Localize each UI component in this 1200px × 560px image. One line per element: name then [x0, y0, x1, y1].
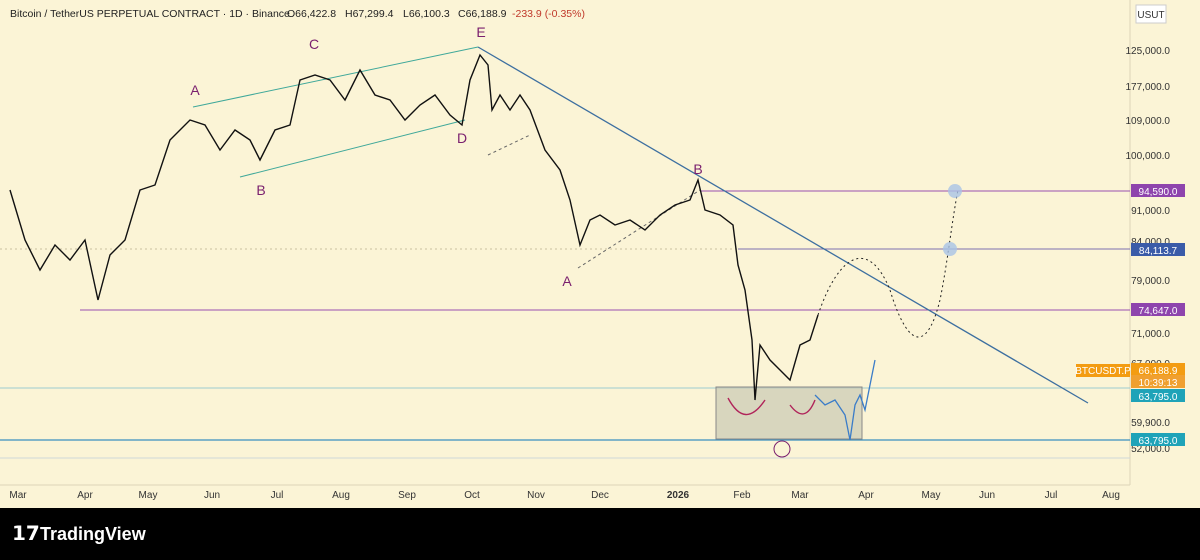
time-label: Jun: [979, 490, 995, 501]
price-tag: [1131, 363, 1185, 376]
time-label: Dec: [591, 490, 609, 501]
time-label: Jun: [204, 490, 220, 501]
price-label: 71,000.0: [1131, 329, 1170, 340]
symbol-tag: [1076, 364, 1130, 377]
time-label: 2026: [667, 490, 690, 501]
time-label: Nov: [527, 490, 545, 501]
time-label: Jul: [271, 490, 284, 501]
time-label: Mar: [9, 490, 27, 501]
time-label: Apr: [858, 490, 874, 501]
wave-label: A: [562, 273, 572, 289]
footer-bar: [0, 508, 1200, 555]
symbol-title: Bitcoin / TetherUS PERPETUAL CONTRACT · …: [10, 8, 290, 20]
price-tag: [1131, 433, 1185, 446]
time-label: Feb: [733, 490, 751, 501]
price-label: 79,000.0: [1131, 276, 1170, 287]
price-label: 109,000.0: [1126, 116, 1171, 127]
time-label: Apr: [77, 490, 93, 501]
price-label: 100,000.0: [1126, 151, 1171, 162]
zone-box: [715, 386, 863, 440]
wave-label: E: [476, 24, 485, 40]
channel-line: [192, 46, 479, 108]
price-label: 52,000.0: [1131, 444, 1170, 455]
ohlc-close: C66,188.9: [458, 8, 507, 20]
time-label: May: [922, 490, 941, 501]
price-label: 177,000.0: [1126, 82, 1171, 93]
price-tag-text: 74,647.0: [1139, 306, 1178, 317]
time-label: Aug: [332, 490, 350, 501]
wave-label: C: [309, 36, 319, 52]
pattern-curve: [727, 397, 766, 416]
price-tag: [1131, 184, 1185, 197]
ohlc-change: -233.9 (-0.35%): [512, 8, 585, 20]
anchor-dot: [943, 242, 957, 256]
price-tag-text: 66,188.9: [1139, 366, 1178, 377]
wave-label: A: [190, 82, 200, 98]
price-tag-text: 63,795.0: [1139, 392, 1178, 403]
price-tag-text: 94,590.0: [1139, 187, 1178, 198]
price-label: 125,000.0: [1126, 46, 1171, 57]
channel-line: [239, 119, 466, 178]
trendline: [477, 46, 1089, 404]
price-tag-text: 10:39:13: [1139, 378, 1178, 389]
time-label: Sep: [398, 490, 416, 501]
ohlc-open: O66,422.8: [287, 8, 336, 20]
ohlc-low: L66,100.3: [403, 8, 450, 20]
price-path: [9, 53, 819, 401]
price-label: 84,000.0: [1131, 237, 1170, 248]
price-tag-text: 63,795.0: [1139, 436, 1178, 447]
wave-label: B: [693, 161, 702, 177]
time-label: Mar: [791, 490, 809, 501]
projection-path: [814, 359, 876, 441]
brand-logo: 𝟭𝟳: [12, 523, 40, 545]
price-label: 91,000.0: [1131, 206, 1170, 217]
price-tag: [1131, 243, 1185, 256]
price-tag: [1131, 303, 1185, 316]
time-label: Aug: [1102, 490, 1120, 501]
currency[interactable]: USUT: [1137, 10, 1164, 21]
wave-label: B: [256, 182, 265, 198]
time-label: Jul: [1045, 490, 1058, 501]
price-tag: [1131, 375, 1185, 388]
brand: TradingView: [40, 524, 147, 544]
symbol-tag-text: BTCUSDT.P: [1075, 366, 1131, 377]
ohlc-high: H67,299.4: [345, 8, 394, 20]
time-label: May: [139, 490, 158, 501]
pattern-curve: [789, 399, 816, 415]
event-icon: [773, 440, 791, 458]
channel-line: [487, 134, 531, 156]
currency-box[interactable]: [1135, 4, 1167, 24]
price-tag-text: 84,113.7: [1139, 246, 1178, 257]
time-label: Oct: [464, 490, 480, 501]
anchor-dot: [948, 184, 962, 198]
wave-label: D: [457, 130, 467, 146]
price-label: 59,900.0: [1131, 418, 1170, 429]
price-tag: [1131, 389, 1185, 402]
